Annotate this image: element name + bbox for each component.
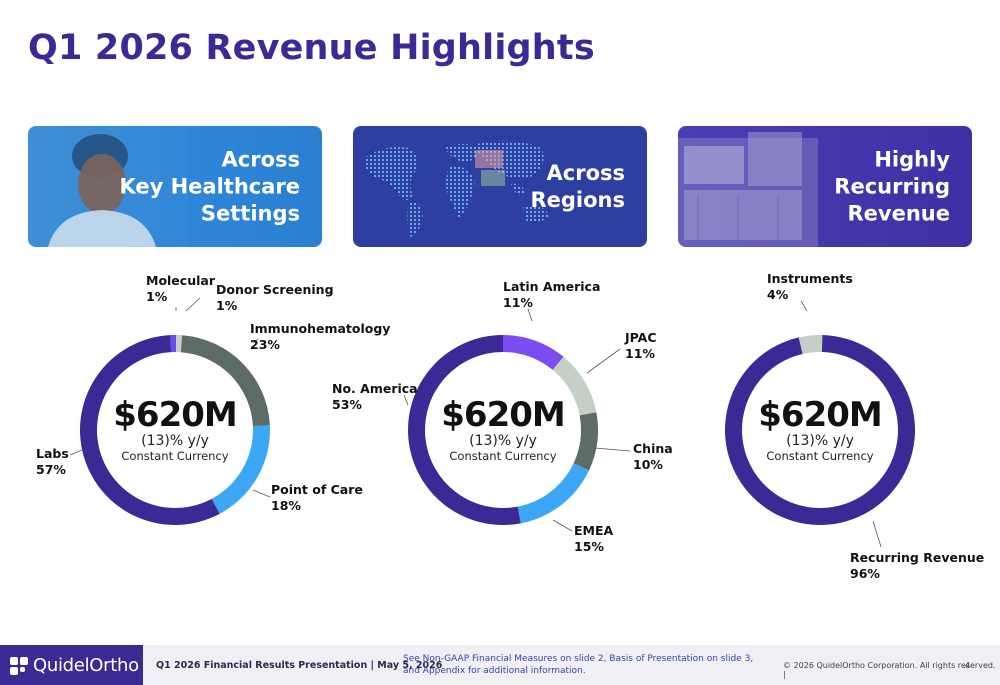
leader-line [252, 338, 259, 344]
donut-chart-regions: $620M (13)% y/y Constant Currency Latin … [332, 265, 673, 595]
leader-line [800, 300, 808, 312]
footer: QuidelOrtho Q1 2026 Financial Results Pr… [0, 645, 1000, 685]
donut-slice-molecular [170, 335, 177, 353]
donut-slice-instruments [798, 335, 823, 354]
tile-recurring-revenue: Highly Recurring Revenue [678, 126, 972, 247]
slice-label-molecular: Molecular 1% [146, 273, 215, 304]
leader-line [403, 394, 409, 406]
leader-line [69, 449, 83, 456]
center-basis: Constant Currency [449, 449, 557, 463]
slice-label-latin-america: Latin America 11% [503, 279, 601, 310]
brand-logo: QuidelOrtho [0, 645, 143, 685]
slice-label-donor-screening: Donor Screening 1% [216, 282, 334, 313]
tile-healthcare-settings: Across Key Healthcare Settings [28, 126, 322, 247]
tile-healthcare-text: Across Key Healthcare Settings [119, 147, 300, 225]
slice-label-immunohematology: Immunohematology 23% [250, 321, 391, 352]
center-value: $620M [113, 395, 237, 435]
center-change: (13)% y/y [786, 433, 854, 449]
leader-line [527, 308, 533, 322]
tile-recurring-text: Highly Recurring Revenue [834, 147, 950, 225]
clinician-photo-icon [28, 126, 188, 247]
donut-chart-recurring: $620M (13)% y/y Constant Currency Recurr… [655, 265, 985, 595]
center-change: (13)% y/y [469, 433, 537, 449]
center-value: $620M [758, 395, 882, 435]
leader-line [872, 520, 882, 548]
leader-line [252, 489, 271, 498]
analyzer-instrument-icon [678, 132, 818, 247]
donut-chart-settings-svg [69, 297, 271, 525]
center-value: $620M [441, 395, 565, 435]
donut-slice-latin-america [503, 335, 564, 370]
slice-label-labs: Labs 57% [36, 446, 69, 477]
footer-note: See Non-GAAP Financial Measures on slide… [403, 654, 754, 676]
page-title: Q1 2026 Revenue Highlights [28, 28, 595, 68]
leader-line [594, 447, 631, 452]
donut-chart-recurring-svg [725, 300, 915, 548]
donut-slice-no-america [408, 335, 521, 525]
donut-slice-donor-screening [176, 335, 183, 353]
slice-label-jpac: JPAC 11% [625, 330, 657, 361]
quidelortho-logo-icon [10, 657, 28, 675]
leader-line [586, 348, 621, 374]
tile-regions-text: Across Regions [530, 160, 625, 212]
donut-slice-immunohematology [180, 335, 270, 427]
donut-slice-emea [517, 463, 589, 524]
world-map-icon [364, 140, 549, 238]
page-number: 4 [965, 661, 971, 670]
brand-name: QuidelOrtho [33, 655, 139, 676]
tile-regions: Across Regions [353, 126, 647, 247]
donut-slice-point-of-care [211, 425, 270, 514]
leader-line [552, 519, 573, 532]
footer-presentation-info: Q1 2026 Financial Results Presentation |… [156, 660, 443, 671]
slice-label-point-of-care: Point of Care 18% [271, 482, 363, 513]
slice-label-instruments: Instruments 4% [767, 271, 853, 302]
center-change: (13)% y/y [141, 433, 209, 449]
donut-chart-regions-svg [403, 308, 631, 532]
slice-label-recurring-revenue: Recurring Revenue 96% [850, 550, 985, 581]
donut-slice-labs [80, 335, 220, 525]
slice-label-emea: EMEA 15% [574, 523, 614, 554]
donut-chart-settings: $620M (13)% y/y Constant Currency Molecu… [10, 265, 390, 595]
center-basis: Constant Currency [121, 449, 229, 463]
donut-slice-china [573, 412, 598, 471]
slice-label-north-america: No. America 53% [332, 381, 418, 412]
donut-slice-jpac [552, 356, 597, 416]
leader-line [185, 297, 201, 312]
footer-copyright: © 2026 QuidelOrtho Corporation. All righ… [783, 661, 996, 679]
center-basis: Constant Currency [766, 449, 874, 463]
slice-label-china: China 10% [633, 441, 673, 472]
